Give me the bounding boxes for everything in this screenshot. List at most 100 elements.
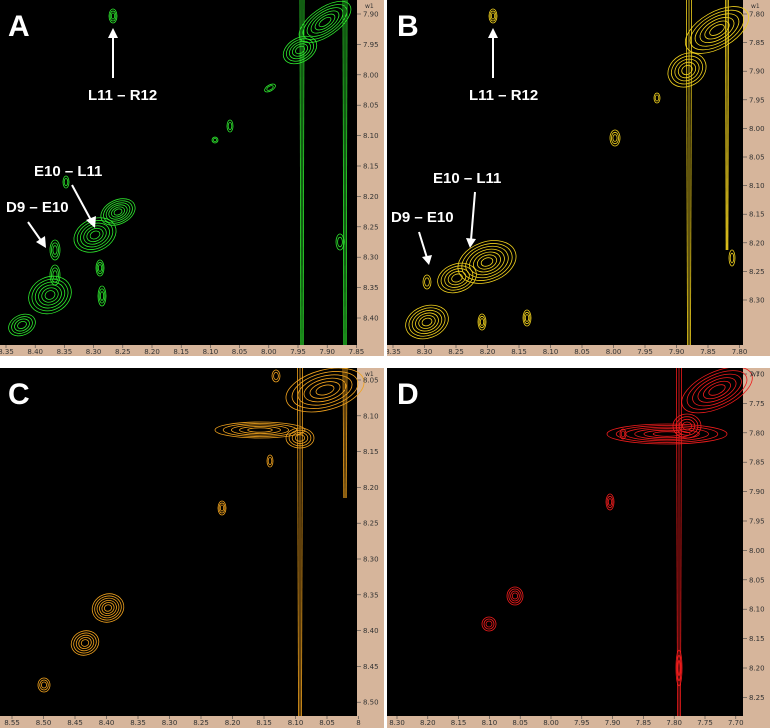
x-tick-label: 8.10 — [203, 348, 219, 356]
contour-ring — [424, 277, 430, 287]
contour-ring — [476, 254, 498, 270]
contour-ring — [686, 370, 748, 410]
y-tick-label: 7.85 — [749, 39, 765, 47]
contour-ring — [415, 312, 439, 332]
y-tick-label: 7.90 — [363, 11, 379, 19]
x-tick-label: 7.80 — [666, 719, 682, 727]
contour-ring — [222, 423, 298, 437]
contour-ring — [264, 83, 276, 93]
x-tick-label: 8.25 — [115, 348, 131, 356]
x-tick-marks — [5, 345, 357, 348]
plot-background — [0, 0, 357, 345]
contour-ring — [94, 595, 122, 621]
contour-ring — [408, 307, 446, 337]
contour-ring — [80, 639, 90, 647]
axis-unit-label: w1 — [751, 3, 760, 10]
arrowhead-d9-e10 — [422, 255, 432, 265]
x-tick-label: 7.95 — [637, 348, 653, 356]
x-tick-label: 8.25 — [193, 719, 209, 727]
contour-ring — [266, 454, 274, 468]
contour-ring — [667, 52, 707, 88]
contour-streak — [302, 0, 305, 346]
contour-ring — [288, 429, 312, 447]
contour-ring — [605, 493, 615, 511]
contour-ring — [314, 13, 336, 31]
contour-ring — [110, 12, 116, 20]
contour-ring — [217, 500, 227, 516]
x-tick-label: 8.35 — [130, 719, 146, 727]
y-tick-label: 8.35 — [363, 284, 379, 292]
contour-ring — [619, 428, 627, 440]
contour-ring — [271, 369, 281, 383]
y-tick-label: 8.40 — [363, 627, 379, 635]
contour-ring — [461, 243, 513, 281]
x-tick-label: 7.95 — [574, 719, 590, 727]
contour-ring — [266, 85, 274, 91]
panel-b: L11 – R12 E10 – L11 D9 – E10 w1 7.80 7.85… — [387, 0, 770, 356]
contour-ring — [17, 321, 27, 329]
contour-streak — [345, 0, 348, 346]
y-tick-marks — [357, 379, 361, 703]
contour-ring — [469, 248, 505, 276]
y-tick-label: 8.25 — [749, 694, 765, 702]
contour-ring — [490, 12, 496, 20]
contour-ring — [285, 427, 315, 449]
contour-ring — [465, 245, 509, 279]
x-tick-label: 8.10 — [288, 719, 304, 727]
x-tick-label: 7.90 — [669, 348, 685, 356]
arrowhead-l11-r12 — [108, 28, 118, 38]
contour-ring — [11, 316, 33, 334]
x-tick-label: 8.15 — [511, 348, 527, 356]
panel-letter-b: B — [397, 10, 419, 43]
contour-ring — [267, 457, 273, 466]
contour-ring — [295, 45, 305, 55]
contour-ring — [83, 225, 107, 245]
x-tick-label: 7.90 — [605, 719, 621, 727]
y-tick-label: 8.00 — [749, 125, 765, 133]
contour-peaks — [481, 368, 753, 717]
contour-ring — [457, 240, 517, 284]
contour-ring — [89, 230, 101, 240]
contour-ring — [273, 372, 279, 380]
contour-ring — [101, 602, 115, 614]
y-axis-bar — [743, 368, 770, 728]
contour-ring — [606, 495, 614, 509]
y-tick-label: 8.05 — [363, 377, 379, 385]
contour-ring — [411, 309, 443, 335]
contour-ring — [99, 599, 117, 617]
contour-ring — [677, 61, 697, 79]
y-tick-label: 8.15 — [749, 211, 765, 219]
contour-ring — [677, 659, 681, 677]
y-tick-label: 7.95 — [749, 96, 765, 104]
panel-letter-a: A — [8, 10, 30, 43]
contour-streak — [342, 368, 345, 499]
contour-ring — [675, 649, 683, 687]
x-tick-label: 7.95 — [290, 348, 306, 356]
y-tick-label: 8.10 — [363, 412, 379, 420]
contour-ring — [625, 426, 709, 442]
contour-streak — [345, 368, 348, 499]
axis-unit-label: w1 — [365, 371, 374, 378]
contour-ring — [335, 233, 345, 251]
contour-ring — [31, 278, 69, 312]
contour-ring — [480, 257, 494, 267]
contour-ring — [91, 593, 125, 623]
y-tick-label: 8.05 — [749, 154, 765, 162]
contour-ring — [523, 311, 531, 325]
contour-ring — [704, 20, 730, 40]
contour-ring — [41, 681, 48, 689]
contour-ring — [709, 24, 725, 36]
x-tick-label: 8.45 — [67, 719, 83, 727]
contour-ring — [405, 304, 449, 340]
x-tick-label: 8.05 — [574, 348, 590, 356]
label-d9-e10: D9 – E10 — [391, 209, 454, 226]
contour-ring — [612, 134, 618, 142]
contour-ring — [607, 498, 613, 506]
contour-ring — [39, 679, 49, 691]
spectrum-plot-d: w1 7.70 7.75 7.80 7.85 7.90 7.95 8.00 8.05 8.10 8… — [387, 368, 770, 728]
x-tick-label: 8.10 — [543, 348, 559, 356]
contour-ring — [422, 274, 432, 290]
y-tick-label: 8.10 — [749, 182, 765, 190]
contour-ring — [451, 273, 463, 283]
contour-ring — [670, 55, 704, 85]
